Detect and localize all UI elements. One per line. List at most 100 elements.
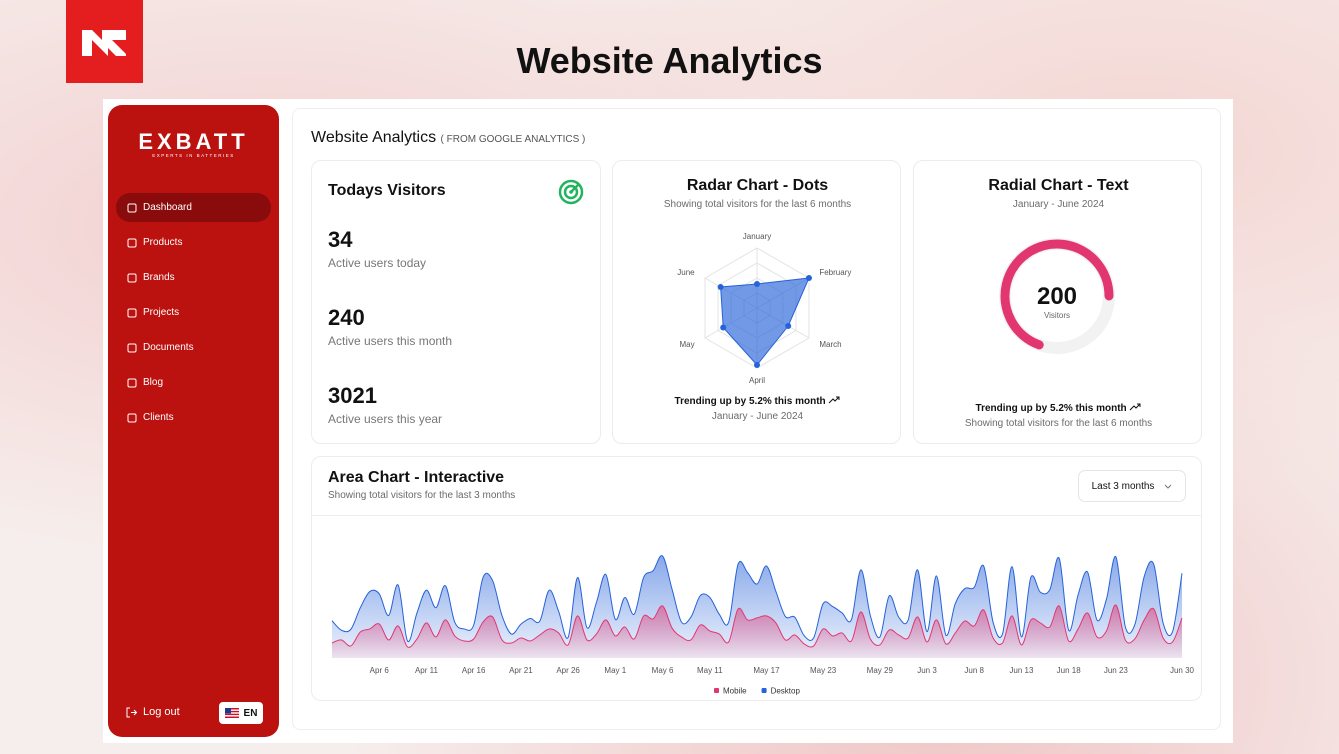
divider — [312, 515, 1201, 516]
nav-icon-shape — [127, 203, 137, 213]
x-tick-label: May 29 — [867, 666, 894, 675]
radar-axis-label: February — [819, 268, 851, 277]
legend-label: Mobile — [723, 687, 747, 696]
stat-value: 3021 — [328, 383, 377, 408]
radial-title: Radial Chart - Text — [988, 177, 1129, 194]
nav-label: Documents — [143, 342, 194, 353]
nav-icon-shape — [127, 378, 137, 388]
range-text: Last 3 months — [1091, 480, 1155, 492]
area-fill — [332, 604, 1182, 658]
radar-dot — [785, 323, 792, 329]
tagline: EXPERTS IN BATTERIES — [152, 153, 235, 158]
range-select[interactable]: Last 3 months — [1078, 470, 1186, 502]
nav-item[interactable]: Documents — [116, 333, 271, 362]
visitors-icon — [558, 179, 584, 205]
x-tick-label: Apr 11 — [415, 666, 439, 675]
radar-footer-note: January - June 2024 — [711, 411, 804, 422]
brand: EXBATT — [138, 129, 249, 154]
logo-mark — [82, 30, 126, 56]
radar-dot — [754, 281, 760, 287]
legend-swatch — [714, 688, 719, 693]
nav-item[interactable]: Brands — [116, 263, 271, 292]
area-line — [331, 604, 1183, 648]
main-title: Website Analytics ( FROM GOOGLE ANALYTIC… — [311, 129, 585, 147]
nav-icon — [127, 238, 137, 248]
area-card: Area Chart - Interactive Showing total v… — [311, 456, 1202, 701]
radial-subtitle: January - June 2024 — [1012, 199, 1105, 210]
radar-chart: January February March April May June — [677, 232, 851, 385]
trend-icon — [829, 396, 840, 404]
nav-icon — [127, 413, 137, 423]
x-tick-label: Jun 18 — [1057, 666, 1082, 675]
nav-icon-shape — [127, 273, 137, 283]
visitors-title: Todays Visitors — [328, 182, 446, 199]
nav-item[interactable]: Dashboard — [116, 193, 271, 222]
x-tick-label: May 23 — [810, 666, 837, 675]
radar-footer: Trending up by 5.2% this month — [613, 396, 902, 407]
radial-bar — [1000, 239, 1114, 350]
nav-label: Clients — [143, 412, 174, 423]
nav-icon-shape — [127, 238, 137, 248]
nav-item[interactable]: Projects — [116, 298, 271, 327]
radar-axis-label: March — [819, 340, 841, 349]
language: EN — [243, 707, 258, 719]
nav-icon-shape — [127, 343, 137, 353]
visitors-card: Todays Visitors 34 Active users today 240 A… — [311, 160, 601, 444]
radial-value: 200 — [1037, 283, 1077, 310]
language-button[interactable]: EN — [219, 702, 263, 724]
x-tick-label: May 6 — [652, 666, 674, 675]
nav-icon-shape — [127, 413, 137, 423]
x-tick-label: May 1 — [604, 666, 626, 675]
radar-axis-label: May — [680, 340, 695, 349]
radar-dot — [717, 284, 724, 290]
x-tick-label: Jun 30 — [1170, 666, 1195, 675]
logo — [66, 0, 143, 83]
radar-card: Radar Chart - Dots Showing total visitor… — [612, 160, 901, 444]
trend-icon — [1130, 403, 1141, 411]
nav-icon — [127, 203, 137, 213]
nav-item[interactable]: Products — [116, 228, 271, 257]
x-tick-label: Jun 3 — [917, 666, 937, 675]
radar-axis-label: January — [743, 232, 771, 241]
radar-title: Radar Chart - Dots — [686, 177, 829, 194]
x-tick-label: Jun 13 — [1009, 666, 1034, 675]
sidebar: EXBATT EXPERTS IN BATTERIES Dashboard Pro… — [108, 105, 279, 737]
flag — [224, 708, 239, 718]
nav-icon — [127, 308, 137, 318]
nav-label: Brands — [143, 272, 175, 283]
radial-footer-text: Trending up by 5.2% this month — [975, 403, 1127, 414]
radial-card: Radial Chart - Text January - June 2024 … — [913, 160, 1202, 444]
nav-item[interactable]: Blog — [116, 368, 271, 397]
logout[interactable]: Log out — [126, 706, 180, 718]
legend-label: Desktop — [771, 687, 801, 696]
nav-icon — [127, 273, 137, 283]
stat-label: Active users this year — [328, 412, 443, 426]
page-title: Website Analytics — [516, 40, 823, 81]
x-tick-label: Jun 8 — [964, 666, 984, 675]
area-line — [331, 555, 1183, 643]
radar-dot — [805, 275, 812, 281]
logout-text: Log out — [143, 706, 180, 718]
nav-icon — [127, 343, 137, 353]
area-subtitle: Showing total visitors for the last 3 mo… — [328, 490, 516, 501]
nav-item[interactable]: Clients — [116, 403, 271, 432]
stat-value: 34 — [328, 227, 353, 252]
x-tick-label: Apr 21 — [509, 666, 533, 675]
nav-icon-shape — [127, 308, 137, 318]
radar-dot — [754, 362, 760, 368]
x-tick-label: May 17 — [753, 666, 780, 675]
chevron — [1165, 484, 1172, 489]
main-subtitle: ( FROM GOOGLE ANALYTICS ) — [440, 134, 586, 145]
nav-label: Projects — [143, 307, 180, 318]
radial-footer-note: Showing total visitors for the last 6 mo… — [964, 418, 1153, 429]
x-tick-label: Apr 16 — [462, 666, 486, 675]
nav-label: Blog — [143, 377, 164, 388]
nav-label: Dashboard — [143, 202, 192, 213]
radial-footer: Trending up by 5.2% this month — [914, 403, 1203, 414]
x-tick-label: Apr 26 — [556, 666, 580, 675]
radar-axis-label: June — [677, 268, 695, 277]
area-chart: Apr 6 Apr 11 Apr 16 Apr 21 Apr 26 May 1 May 6 M… — [331, 555, 1195, 696]
main-title-text: Website Analytics — [311, 129, 437, 146]
